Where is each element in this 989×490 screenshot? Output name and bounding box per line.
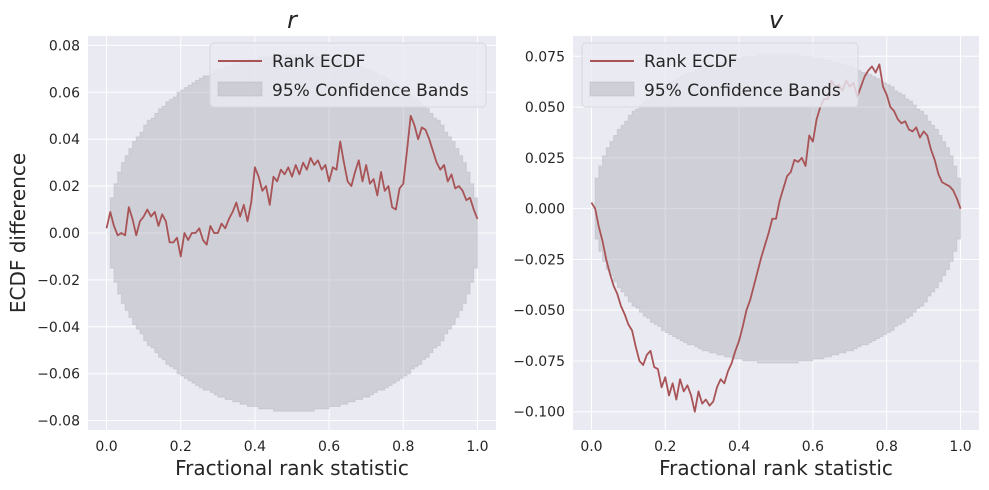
panel-r: −0.08 −0.06 −0.04 −0.02 0.00 0.02 0.04 0.06 0.08… (6, 6, 496, 480)
rank-ecdf-line-v (590, 63, 962, 413)
x-tick-label: 1.0 (466, 439, 488, 455)
x-tick-labels-v: 0.0 0.2 0.4 0.6 0.8 1.0 (580, 439, 971, 455)
y-tick-label: −0.050 (513, 303, 565, 319)
legend-band-swatch-r (217, 81, 263, 97)
legend-box-v (581, 42, 859, 108)
legend-r: Rank ECDF 95% Confidence Bands (209, 42, 487, 108)
x-tick-label: 0.0 (580, 439, 602, 455)
confidence-band-r (106, 54, 478, 412)
x-tick-label: 0.6 (318, 439, 340, 455)
y-tick-label: −0.04 (37, 320, 80, 336)
x-tick-label: 0.2 (170, 439, 192, 455)
panel-title-r: r (287, 6, 299, 34)
y-tick-label: 0.06 (49, 85, 80, 101)
y-axis-label-r: ECDF difference (6, 153, 30, 313)
x-tick-label: 0.8 (876, 439, 898, 455)
legend-box-r (209, 42, 487, 108)
x-axis-label-r: Fractional rank statistic (175, 456, 409, 480)
legend-label-rank-ecdf-v: Rank ECDF (644, 52, 737, 72)
y-tick-label: 0.02 (49, 179, 80, 195)
y-tick-label: −0.02 (37, 273, 80, 289)
x-tick-label: 1.0 (949, 439, 971, 455)
y-tick-label: 0.025 (525, 151, 565, 167)
y-tick-labels-r: −0.08 −0.06 −0.04 −0.02 0.00 0.02 0.04 0.06 0.08 (37, 38, 80, 429)
x-axis-label-v: Fractional rank statistic (659, 456, 893, 480)
rank-ecdf-line-r (105, 114, 479, 258)
x-tick-label: 0.8 (392, 439, 414, 455)
y-tick-label: 0.08 (49, 38, 80, 54)
y-tick-label: −0.100 (513, 405, 565, 421)
x-tick-label: 0.0 (95, 439, 117, 455)
y-tick-label: −0.025 (513, 252, 565, 268)
y-tick-label: −0.06 (37, 367, 80, 383)
y-tick-label: −0.08 (37, 414, 80, 430)
legend-label-confidence-bands-r: 95% Confidence Bands (272, 81, 469, 101)
y-tick-label: 0.075 (525, 49, 565, 65)
x-tick-label: 0.4 (728, 439, 750, 455)
panel-title-v: v (769, 6, 784, 34)
y-tick-label: 0.04 (49, 132, 80, 148)
panel-v: −0.100 −0.075 −0.050 −0.025 0.000 0.025 0.050 0… (513, 6, 979, 480)
y-tick-label: 0.050 (525, 100, 565, 116)
legend-v: Rank ECDF 95% Confidence Bands (581, 42, 859, 108)
y-tick-label: −0.075 (513, 354, 565, 370)
x-tick-label: 0.6 (802, 439, 824, 455)
legend-label-rank-ecdf-r: Rank ECDF (272, 52, 365, 72)
y-tick-labels-v: −0.100 −0.075 −0.050 −0.025 0.000 0.025 0.050 0… (513, 49, 565, 420)
x-tick-label: 0.4 (244, 439, 266, 455)
legend-label-confidence-bands-v: 95% Confidence Bands (644, 81, 841, 101)
x-tick-labels-r: 0.0 0.2 0.4 0.6 0.8 1.0 (95, 439, 488, 455)
x-tick-label: 0.2 (654, 439, 676, 455)
y-tick-label: 0.000 (525, 202, 565, 218)
legend-band-swatch-v (589, 81, 635, 97)
y-tick-label: 0.00 (49, 226, 80, 242)
